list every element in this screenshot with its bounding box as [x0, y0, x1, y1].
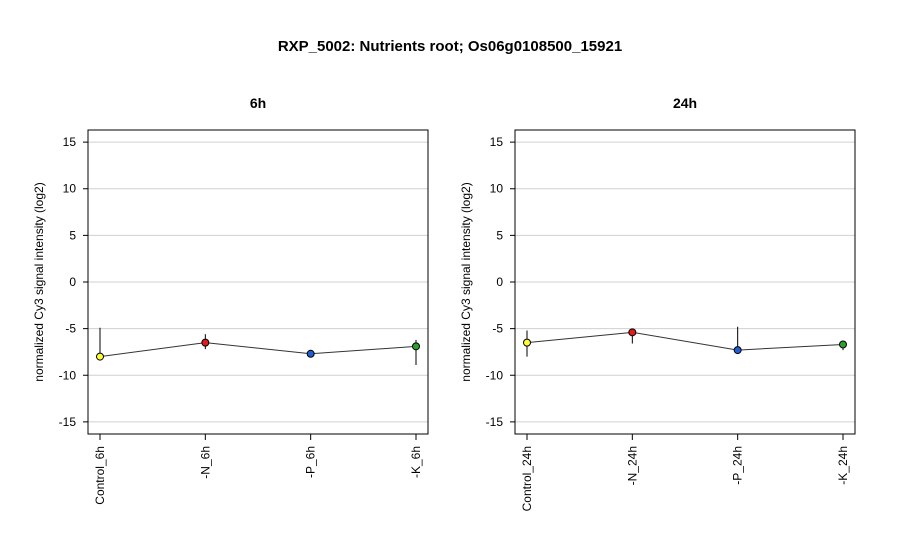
y-tick-label: 15	[63, 135, 77, 149]
y-tick-label: -10	[486, 368, 504, 382]
y-tick-label: -15	[486, 415, 504, 429]
x-tick-label: -K_6h	[409, 446, 423, 478]
data-point	[306, 349, 315, 358]
y-axis-label: normalized Cy3 signal intensity (log2)	[32, 182, 46, 381]
y-axis-label: normalized Cy3 signal intensity (log2)	[459, 182, 473, 381]
x-tick-label: Control_6h	[93, 446, 107, 505]
x-tick-label: -P_24h	[731, 446, 745, 485]
data-point	[733, 346, 742, 355]
y-tick-label: 5	[69, 228, 76, 242]
y-tick-label: 0	[69, 275, 76, 289]
data-point	[96, 352, 104, 361]
y-tick-label: -5	[492, 322, 503, 336]
y-tick-label: 10	[490, 182, 504, 196]
x-tick-label: -P_6h	[304, 446, 318, 478]
data-point	[201, 338, 210, 347]
data-point	[839, 340, 847, 349]
y-tick-label: 0	[496, 275, 503, 289]
data-point	[523, 338, 531, 347]
y-tick-label: -5	[65, 322, 76, 336]
series-line	[526, 331, 844, 351]
y-tick-label: -10	[59, 368, 77, 382]
x-tick-label: -K_24h	[836, 446, 850, 485]
panel-title: 6h	[250, 95, 266, 111]
y-tick-label: 15	[490, 135, 504, 149]
x-tick-label: -N_24h	[625, 446, 639, 485]
x-tick-label: Control_24h	[520, 446, 534, 511]
chart-main-title: RXP_5002: Nutrients root; Os06g0108500_1…	[277, 38, 623, 55]
y-tick-label: 10	[63, 182, 77, 196]
y-tick-label: 5	[496, 228, 503, 242]
series-line	[99, 342, 417, 358]
chart-panel-0: 6h -15 -10 -5 0 5 10 15 normalized Cy3 signal in…	[32, 95, 429, 505]
chart-panel-1: 24h -15 -10 -5 0 5 10 15 normalized Cy3 signal i…	[459, 95, 856, 511]
y-tick-label: -15	[59, 415, 77, 429]
data-point	[412, 342, 420, 351]
x-tick-label: -N_6h	[198, 446, 212, 479]
panel-title: 24h	[673, 95, 697, 111]
data-point	[628, 328, 637, 337]
